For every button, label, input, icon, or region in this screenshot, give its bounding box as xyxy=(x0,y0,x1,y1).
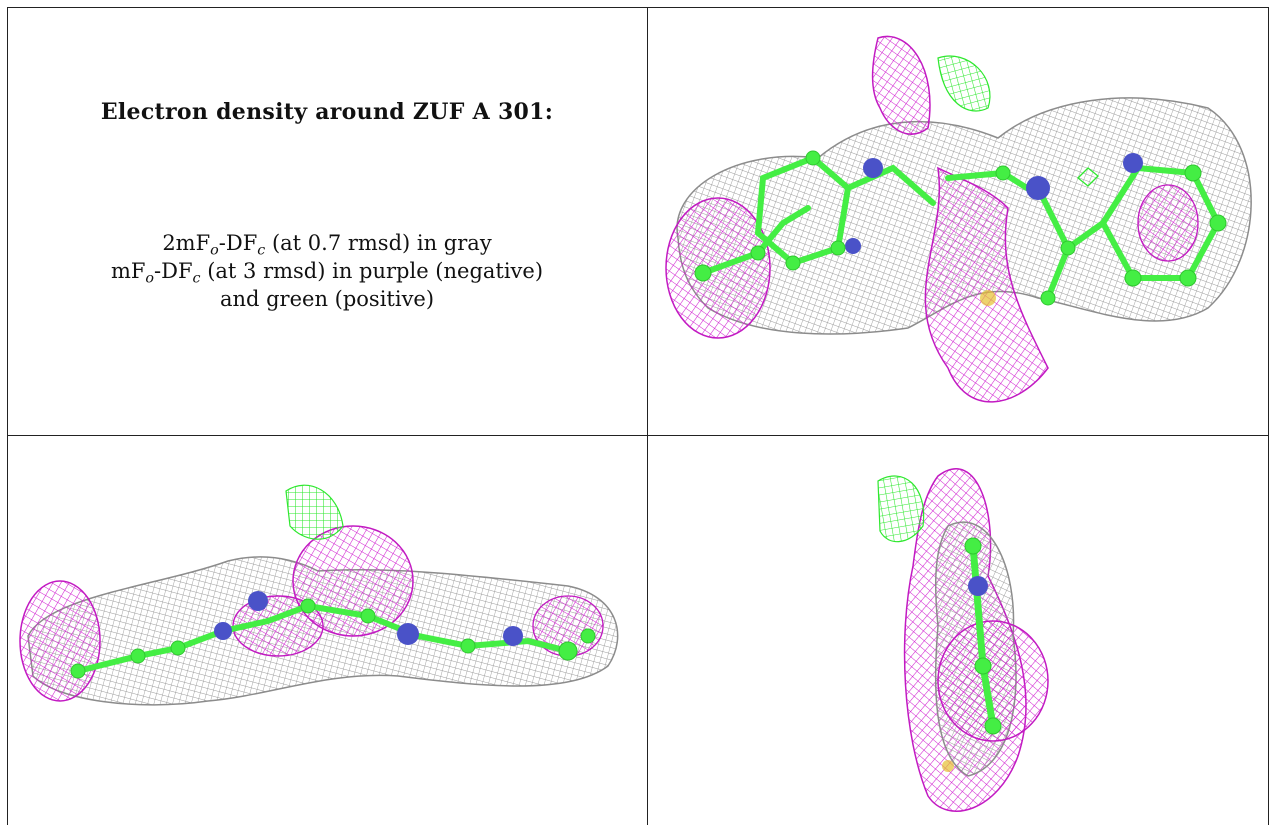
caption-subscript: c xyxy=(192,270,201,287)
caption-line-fofc: mFo-DFc (at 3 rmsd) in purple (negative) xyxy=(7,257,647,285)
caption-text: -DF xyxy=(154,259,193,283)
caption-line-2fofc: 2mFo-DFc (at 0.7 rmsd) in gray xyxy=(7,229,647,257)
caption-line-positive: and green (positive) xyxy=(219,287,435,311)
caption-text: (at 0.7 rmsd) in gray xyxy=(265,231,492,255)
table-divider-horizontal xyxy=(7,435,1269,436)
caption-subscript: o xyxy=(210,242,219,259)
density-view-top-right xyxy=(648,8,1268,435)
density-view-bottom-right xyxy=(648,436,1268,825)
table-border-left xyxy=(7,7,8,825)
caption-subscript: c xyxy=(257,242,266,259)
density-view-bottom-left xyxy=(8,436,647,825)
caption-title: Electron density around ZUF A 301: xyxy=(100,99,554,125)
caption-text: -DF xyxy=(218,231,258,255)
caption-subscript: o xyxy=(145,270,155,287)
table-border-right xyxy=(1268,7,1269,825)
caption-cell: Electron density around ZUF A 301: 2mFo-… xyxy=(7,7,647,435)
table-border-top xyxy=(7,7,1269,8)
figure-table: Electron density around ZUF A 301: 2mFo-… xyxy=(7,7,1269,825)
caption-text: 2mF xyxy=(162,231,211,255)
electron-density-mesh-icon xyxy=(665,35,1252,403)
table-divider-vertical xyxy=(647,7,648,825)
caption-body: 2mFo-DFc (at 0.7 rmsd) in gray mFo-DFc (… xyxy=(7,229,647,313)
electron-density-mesh-icon xyxy=(877,468,1049,812)
electron-density-mesh-icon xyxy=(19,484,619,706)
caption-text: (at 3 rmsd) in purple (negative) xyxy=(200,259,544,283)
caption-text: mF xyxy=(110,259,146,283)
